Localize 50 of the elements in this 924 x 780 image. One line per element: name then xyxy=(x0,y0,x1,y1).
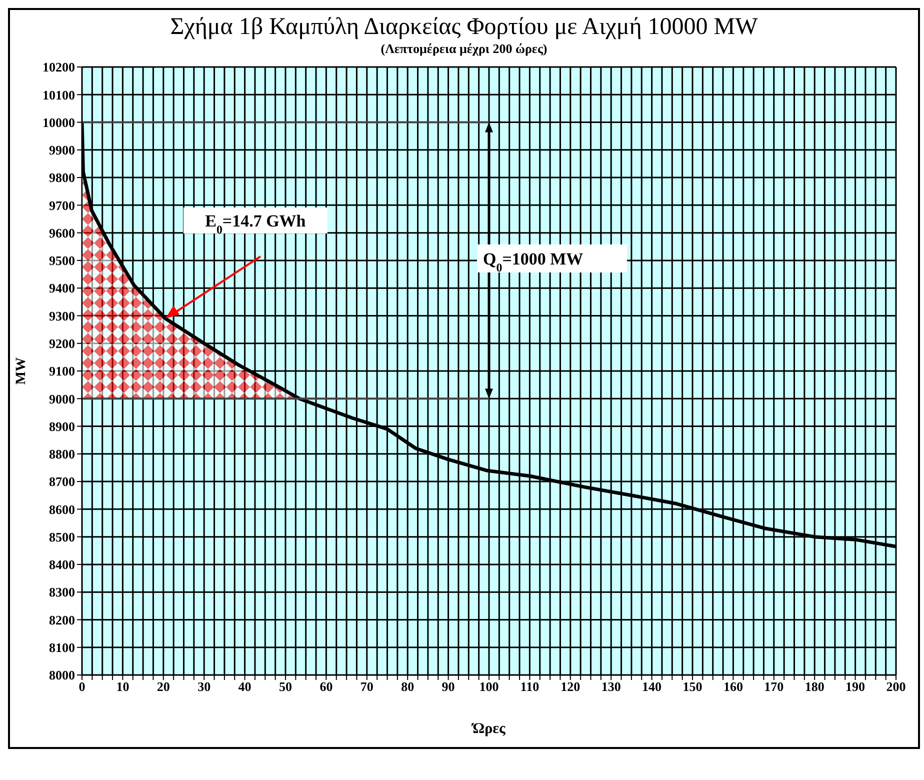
y-tick-label: 8400 xyxy=(49,557,75,572)
y-tick-label: 8600 xyxy=(49,502,75,517)
y-tick-label: 8900 xyxy=(49,418,75,434)
x-tick-label: 10 xyxy=(116,679,130,694)
x-tick-label: 80 xyxy=(401,679,414,694)
annotation: Q$_{0}$=1000 MW xyxy=(483,249,584,274)
chart-subtitle: (Λεπτομέρεια μέχρι 200 ώρες) xyxy=(380,41,548,57)
y-tick-label: 9200 xyxy=(49,336,75,351)
y-tick-label: 8700 xyxy=(49,474,75,490)
y-tick-label: 8200 xyxy=(49,612,75,628)
x-tick-label: 110 xyxy=(520,679,540,694)
y-tick-label: 9100 xyxy=(49,364,75,379)
x-tick-label: 150 xyxy=(682,679,702,694)
x-axis-title: Ώρες xyxy=(470,721,506,737)
x-tick-label: 70 xyxy=(360,679,374,694)
y-tick-label: 9600 xyxy=(49,225,75,240)
x-tick-label: 160 xyxy=(723,679,743,694)
x-tick-label: 40 xyxy=(238,679,252,694)
y-tick-label: 8500 xyxy=(49,529,75,544)
x-tick-label: 170 xyxy=(764,679,784,694)
x-tick-label: 130 xyxy=(601,679,621,694)
x-tick-label: 200 xyxy=(886,679,906,694)
y-tick-label: 10200 xyxy=(42,60,75,75)
y-tick-label: 9500 xyxy=(49,253,75,268)
y-tick-label: 8800 xyxy=(49,446,75,462)
x-tick-label: 0 xyxy=(78,679,86,694)
y-tick-label: 8100 xyxy=(49,640,75,655)
y-tick-label: 9300 xyxy=(49,308,75,324)
y-axis-title: MW xyxy=(14,357,29,385)
x-tick-label: 90 xyxy=(442,679,455,694)
x-tick-label: 20 xyxy=(156,679,170,694)
x-tick-label: 140 xyxy=(642,679,662,694)
x-tick-label: 50 xyxy=(279,679,292,694)
x-tick-label: 180 xyxy=(804,679,824,694)
x-tick-label: 100 xyxy=(479,679,499,694)
y-tick-label: 9800 xyxy=(49,170,75,186)
chart-title: Σχήμα 1β Καμπύλη Διαρκείας Φορτίου με Αιχμή 10000 MW xyxy=(169,14,759,41)
y-tick-label: 9400 xyxy=(49,280,75,296)
y-tick-label: 9900 xyxy=(49,142,75,158)
x-tick-label: 30 xyxy=(198,679,211,694)
y-tick-label: 10000 xyxy=(42,114,75,130)
x-tick-label: 60 xyxy=(320,679,333,694)
x-tick-label: 190 xyxy=(846,679,866,694)
y-tick-label: 10100 xyxy=(42,87,75,102)
annotation: E$_{0}$=14.7 GWh xyxy=(205,211,306,236)
y-tick-label: 9000 xyxy=(49,391,75,406)
y-tick-label: 8300 xyxy=(49,584,75,600)
y-tick-label: 9700 xyxy=(49,198,75,213)
y-tick-label: 8000 xyxy=(49,668,75,683)
x-tick-label: 120 xyxy=(560,679,580,694)
